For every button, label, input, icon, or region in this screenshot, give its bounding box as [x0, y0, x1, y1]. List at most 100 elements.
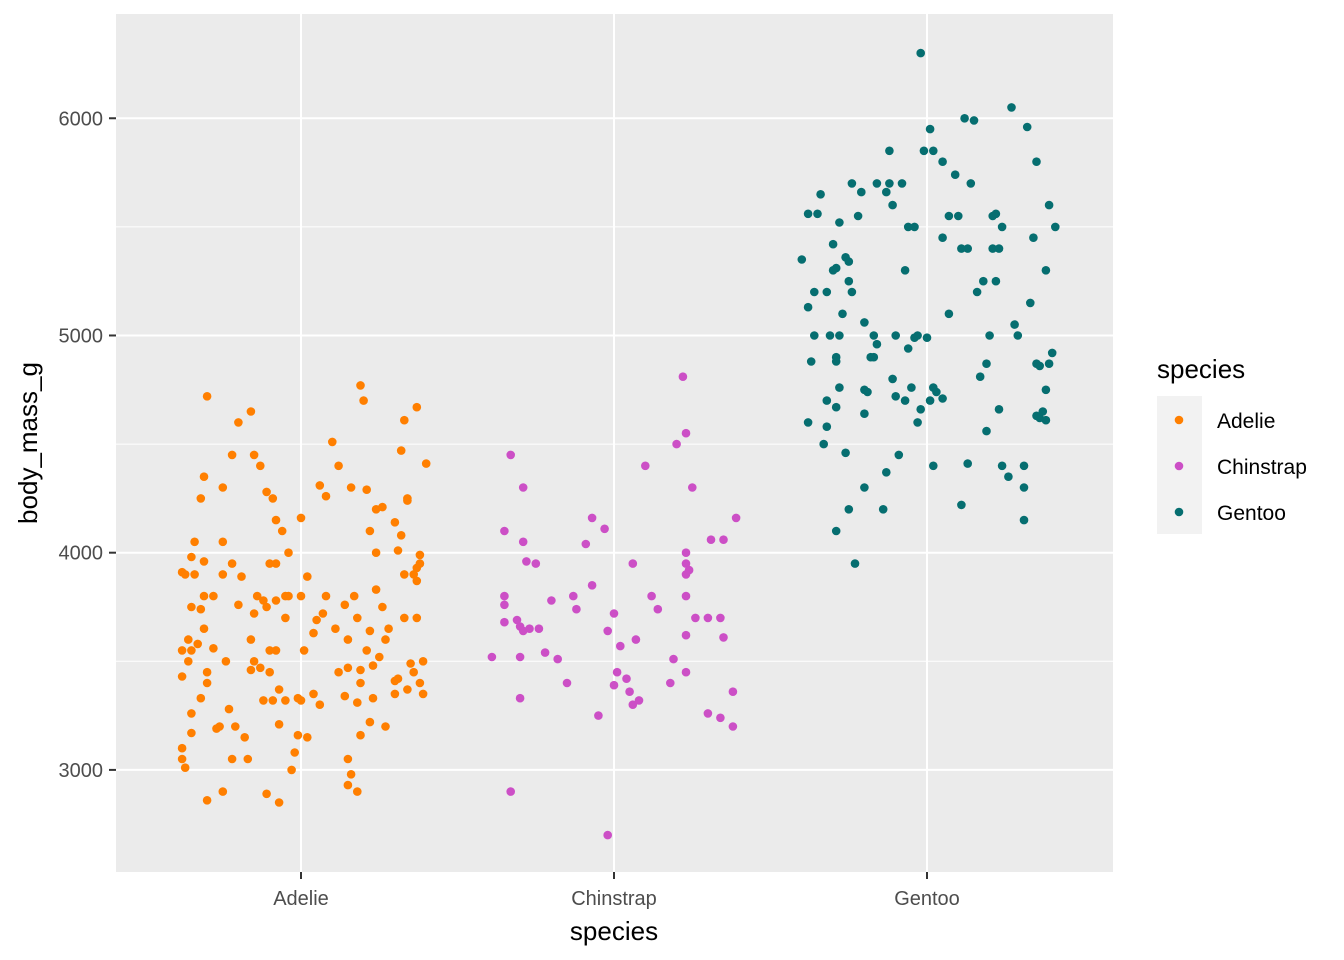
data-point-adelie: [334, 461, 343, 471]
data-point-gentoo: [979, 276, 988, 286]
data-point-chinstrap: [609, 680, 619, 690]
data-point-gentoo: [916, 405, 925, 414]
data-point-adelie: [400, 570, 409, 579]
data-point-adelie: [415, 550, 425, 560]
data-point-adelie: [262, 789, 271, 799]
data-point-gentoo: [803, 209, 813, 219]
data-point-chinstrap: [500, 526, 509, 536]
data-point-adelie: [396, 446, 406, 455]
data-point-gentoo: [994, 405, 1004, 414]
data-point-chinstrap: [534, 624, 544, 633]
data-point-adelie: [271, 596, 281, 605]
data-point-adelie: [271, 515, 281, 525]
data-point-chinstrap: [628, 559, 638, 568]
data-point-adelie: [180, 763, 190, 772]
data-point-gentoo: [1051, 222, 1060, 232]
data-point-chinstrap: [706, 535, 716, 544]
data-point-gentoo: [810, 287, 819, 297]
x-tick-label: Gentoo: [894, 888, 960, 910]
data-point-adelie: [199, 591, 209, 601]
data-point-adelie: [259, 696, 268, 705]
data-point-adelie: [287, 765, 296, 775]
data-point-gentoo: [882, 187, 891, 197]
data-point-adelie: [343, 754, 353, 764]
data-point-gentoo: [888, 374, 897, 384]
data-point-adelie: [240, 733, 249, 742]
data-point-chinstrap: [719, 633, 728, 642]
data-point-adelie: [281, 696, 290, 705]
data-point-gentoo: [850, 559, 860, 568]
data-point-gentoo: [885, 146, 894, 156]
data-point-adelie: [406, 659, 415, 668]
data-point-adelie: [243, 754, 253, 764]
data-point-chinstrap: [515, 652, 525, 662]
data-point-gentoo: [885, 179, 894, 188]
data-point-gentoo: [835, 383, 844, 392]
data-point-adelie: [418, 689, 428, 699]
data-point-gentoo: [813, 209, 822, 219]
data-point-gentoo: [847, 179, 857, 188]
data-point-chinstrap: [669, 654, 678, 664]
data-point-gentoo: [819, 439, 828, 449]
data-point-adelie: [218, 537, 228, 547]
data-point-gentoo: [872, 179, 882, 188]
data-point-adelie: [346, 483, 356, 492]
data-point-chinstrap: [622, 674, 631, 683]
data-point-chinstrap: [506, 787, 515, 796]
data-point-adelie: [234, 418, 243, 427]
data-point-adelie: [400, 613, 409, 623]
data-point-chinstrap: [547, 596, 556, 605]
data-point-chinstrap: [562, 678, 572, 688]
legend-label-adelie: Adelie: [1217, 410, 1275, 433]
data-point-gentoo: [1004, 472, 1013, 482]
data-point-adelie: [403, 496, 412, 505]
data-point-adelie: [409, 667, 419, 677]
data-point-adelie: [227, 754, 237, 764]
data-point-gentoo: [900, 266, 910, 275]
y-tick-label: 4000: [59, 543, 104, 565]
data-point-adelie: [340, 600, 350, 610]
data-point-adelie: [262, 602, 271, 612]
data-point-chinstrap: [666, 678, 675, 688]
data-point-adelie: [255, 461, 265, 471]
data-point-adelie: [378, 502, 387, 512]
data-point-gentoo: [857, 187, 866, 197]
data-point-adelie: [202, 392, 212, 401]
data-point-gentoo: [938, 233, 947, 242]
data-point-gentoo: [831, 402, 841, 412]
data-point-chinstrap: [603, 830, 612, 840]
data-point-adelie: [296, 513, 306, 523]
data-point-adelie: [412, 402, 422, 412]
data-point-gentoo: [816, 190, 825, 199]
data-point-adelie: [271, 559, 281, 568]
data-point-adelie: [315, 481, 325, 490]
data-point-adelie: [303, 733, 312, 742]
data-point-gentoo: [1035, 361, 1044, 371]
data-point-gentoo: [1019, 483, 1029, 492]
data-point-gentoo: [841, 448, 850, 458]
data-point-gentoo: [1044, 359, 1054, 369]
data-point-chinstrap: [569, 591, 578, 601]
data-point-chinstrap: [681, 548, 691, 557]
data-point-adelie: [209, 644, 218, 653]
data-point-adelie: [356, 381, 365, 390]
data-point-adelie: [177, 743, 187, 753]
data-point-chinstrap: [681, 667, 691, 677]
data-point-gentoo: [860, 483, 869, 492]
data-point-gentoo: [982, 359, 991, 369]
data-point-adelie: [375, 652, 384, 662]
data-point-chinstrap: [594, 711, 603, 720]
data-point-gentoo: [910, 222, 919, 232]
data-point-adelie: [365, 626, 375, 636]
data-point-gentoo: [919, 146, 929, 156]
data-point-adelie: [303, 572, 312, 581]
data-point-adelie: [378, 602, 387, 612]
data-point-adelie: [328, 437, 337, 447]
data-point-adelie: [296, 591, 306, 601]
data-point-adelie: [390, 518, 400, 527]
data-point-chinstrap: [678, 372, 688, 382]
data-point-gentoo: [888, 200, 897, 210]
data-point-gentoo: [975, 372, 985, 382]
data-point-adelie: [193, 639, 202, 649]
data-point-adelie: [368, 693, 378, 703]
